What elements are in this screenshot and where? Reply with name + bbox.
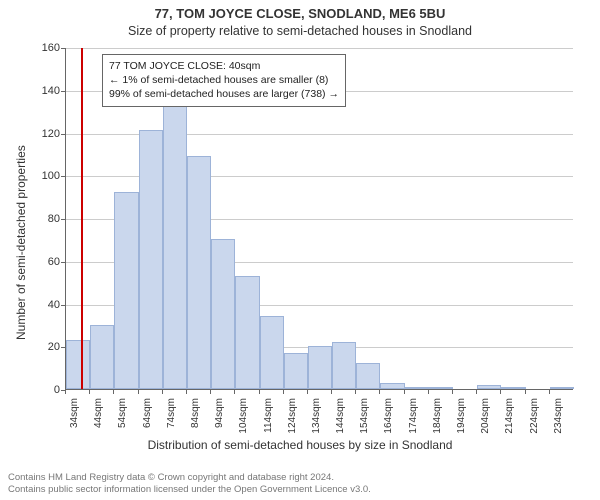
- x-tick-mark: [331, 390, 332, 394]
- x-tick-label: 164sqm: [383, 398, 394, 438]
- x-tick-label: 184sqm: [432, 398, 443, 438]
- y-axis-label: Number of semi-detached properties: [14, 145, 28, 340]
- x-tick-mark: [452, 390, 453, 394]
- x-tick-label: 174sqm: [408, 398, 419, 438]
- x-tick-label: 134sqm: [311, 398, 322, 438]
- bar: [501, 387, 525, 389]
- x-tick-label: 124sqm: [287, 398, 298, 438]
- bar: [90, 325, 114, 389]
- x-tick-mark: [113, 390, 114, 394]
- x-tick-label: 104sqm: [238, 398, 249, 438]
- plot-area: 77 TOM JOYCE CLOSE: 40sqm ← 1% of semi-d…: [65, 48, 573, 390]
- x-tick-mark: [428, 390, 429, 394]
- y-tick-label: 160: [32, 42, 60, 54]
- x-tick-label: 44sqm: [93, 398, 104, 438]
- y-tick-label: 140: [32, 85, 60, 97]
- y-tick-label: 60: [32, 256, 60, 268]
- x-tick-label: 214sqm: [504, 398, 515, 438]
- info-line-1: 77 TOM JOYCE CLOSE: 40sqm: [109, 59, 339, 73]
- x-tick-label: 224sqm: [529, 398, 540, 438]
- bar: [550, 387, 574, 389]
- gridline: [66, 48, 573, 49]
- x-tick-mark: [186, 390, 187, 394]
- x-tick-mark: [234, 390, 235, 394]
- y-tick-label: 20: [32, 341, 60, 353]
- bar: [332, 342, 356, 389]
- bar: [187, 156, 211, 389]
- x-tick-label: 154sqm: [359, 398, 370, 438]
- x-tick-mark: [476, 390, 477, 394]
- x-tick-label: 94sqm: [214, 398, 225, 438]
- x-tick-label: 84sqm: [190, 398, 201, 438]
- x-tick-mark: [404, 390, 405, 394]
- x-tick-mark: [138, 390, 139, 394]
- x-tick-mark: [355, 390, 356, 394]
- chart-title-main: 77, TOM JOYCE CLOSE, SNODLAND, ME6 5BU: [0, 6, 600, 21]
- x-tick-mark: [210, 390, 211, 394]
- bar: [139, 130, 163, 389]
- x-tick-mark: [307, 390, 308, 394]
- y-tick-label: 40: [32, 299, 60, 311]
- x-tick-label: 64sqm: [142, 398, 153, 438]
- x-tick-mark: [65, 390, 66, 394]
- x-tick-mark: [525, 390, 526, 394]
- x-tick-label: 74sqm: [166, 398, 177, 438]
- y-tick-label: 0: [32, 384, 60, 396]
- x-tick-mark: [283, 390, 284, 394]
- info-line-3: 99% of semi-detached houses are larger (…: [109, 87, 339, 101]
- chart-title-sub: Size of property relative to semi-detach…: [0, 24, 600, 38]
- x-tick-label: 114sqm: [263, 398, 274, 438]
- y-tick-label: 100: [32, 170, 60, 182]
- bar: [380, 383, 404, 389]
- x-tick-label: 194sqm: [456, 398, 467, 438]
- footer-line-2: Contains public sector information licen…: [8, 484, 371, 496]
- x-tick-label: 54sqm: [117, 398, 128, 438]
- marker-line: [81, 48, 83, 389]
- x-axis-label: Distribution of semi-detached houses by …: [0, 438, 600, 452]
- x-tick-mark: [549, 390, 550, 394]
- x-tick-label: 234sqm: [553, 398, 564, 438]
- bar: [211, 239, 235, 389]
- bar: [235, 276, 259, 389]
- y-tick-label: 80: [32, 213, 60, 225]
- bar: [163, 94, 187, 389]
- x-tick-label: 204sqm: [480, 398, 491, 438]
- bar: [308, 346, 332, 389]
- bar: [260, 316, 284, 389]
- footer-attribution: Contains HM Land Registry data © Crown c…: [8, 472, 371, 496]
- info-line-2: ← 1% of semi-detached houses are smaller…: [109, 73, 339, 87]
- x-tick-label: 34sqm: [69, 398, 80, 438]
- x-tick-mark: [379, 390, 380, 394]
- x-tick-label: 144sqm: [335, 398, 346, 438]
- footer-line-1: Contains HM Land Registry data © Crown c…: [8, 472, 371, 484]
- bar: [356, 363, 380, 389]
- y-tick-label: 120: [32, 128, 60, 140]
- bar: [405, 387, 429, 389]
- bar: [114, 192, 138, 389]
- info-box: 77 TOM JOYCE CLOSE: 40sqm ← 1% of semi-d…: [102, 54, 346, 107]
- x-tick-mark: [259, 390, 260, 394]
- bar: [477, 385, 501, 389]
- x-tick-mark: [89, 390, 90, 394]
- chart-container: 77, TOM JOYCE CLOSE, SNODLAND, ME6 5BU S…: [0, 0, 600, 500]
- x-tick-mark: [500, 390, 501, 394]
- bar: [284, 353, 308, 389]
- bar: [66, 340, 90, 389]
- x-tick-mark: [162, 390, 163, 394]
- bar: [429, 387, 453, 389]
